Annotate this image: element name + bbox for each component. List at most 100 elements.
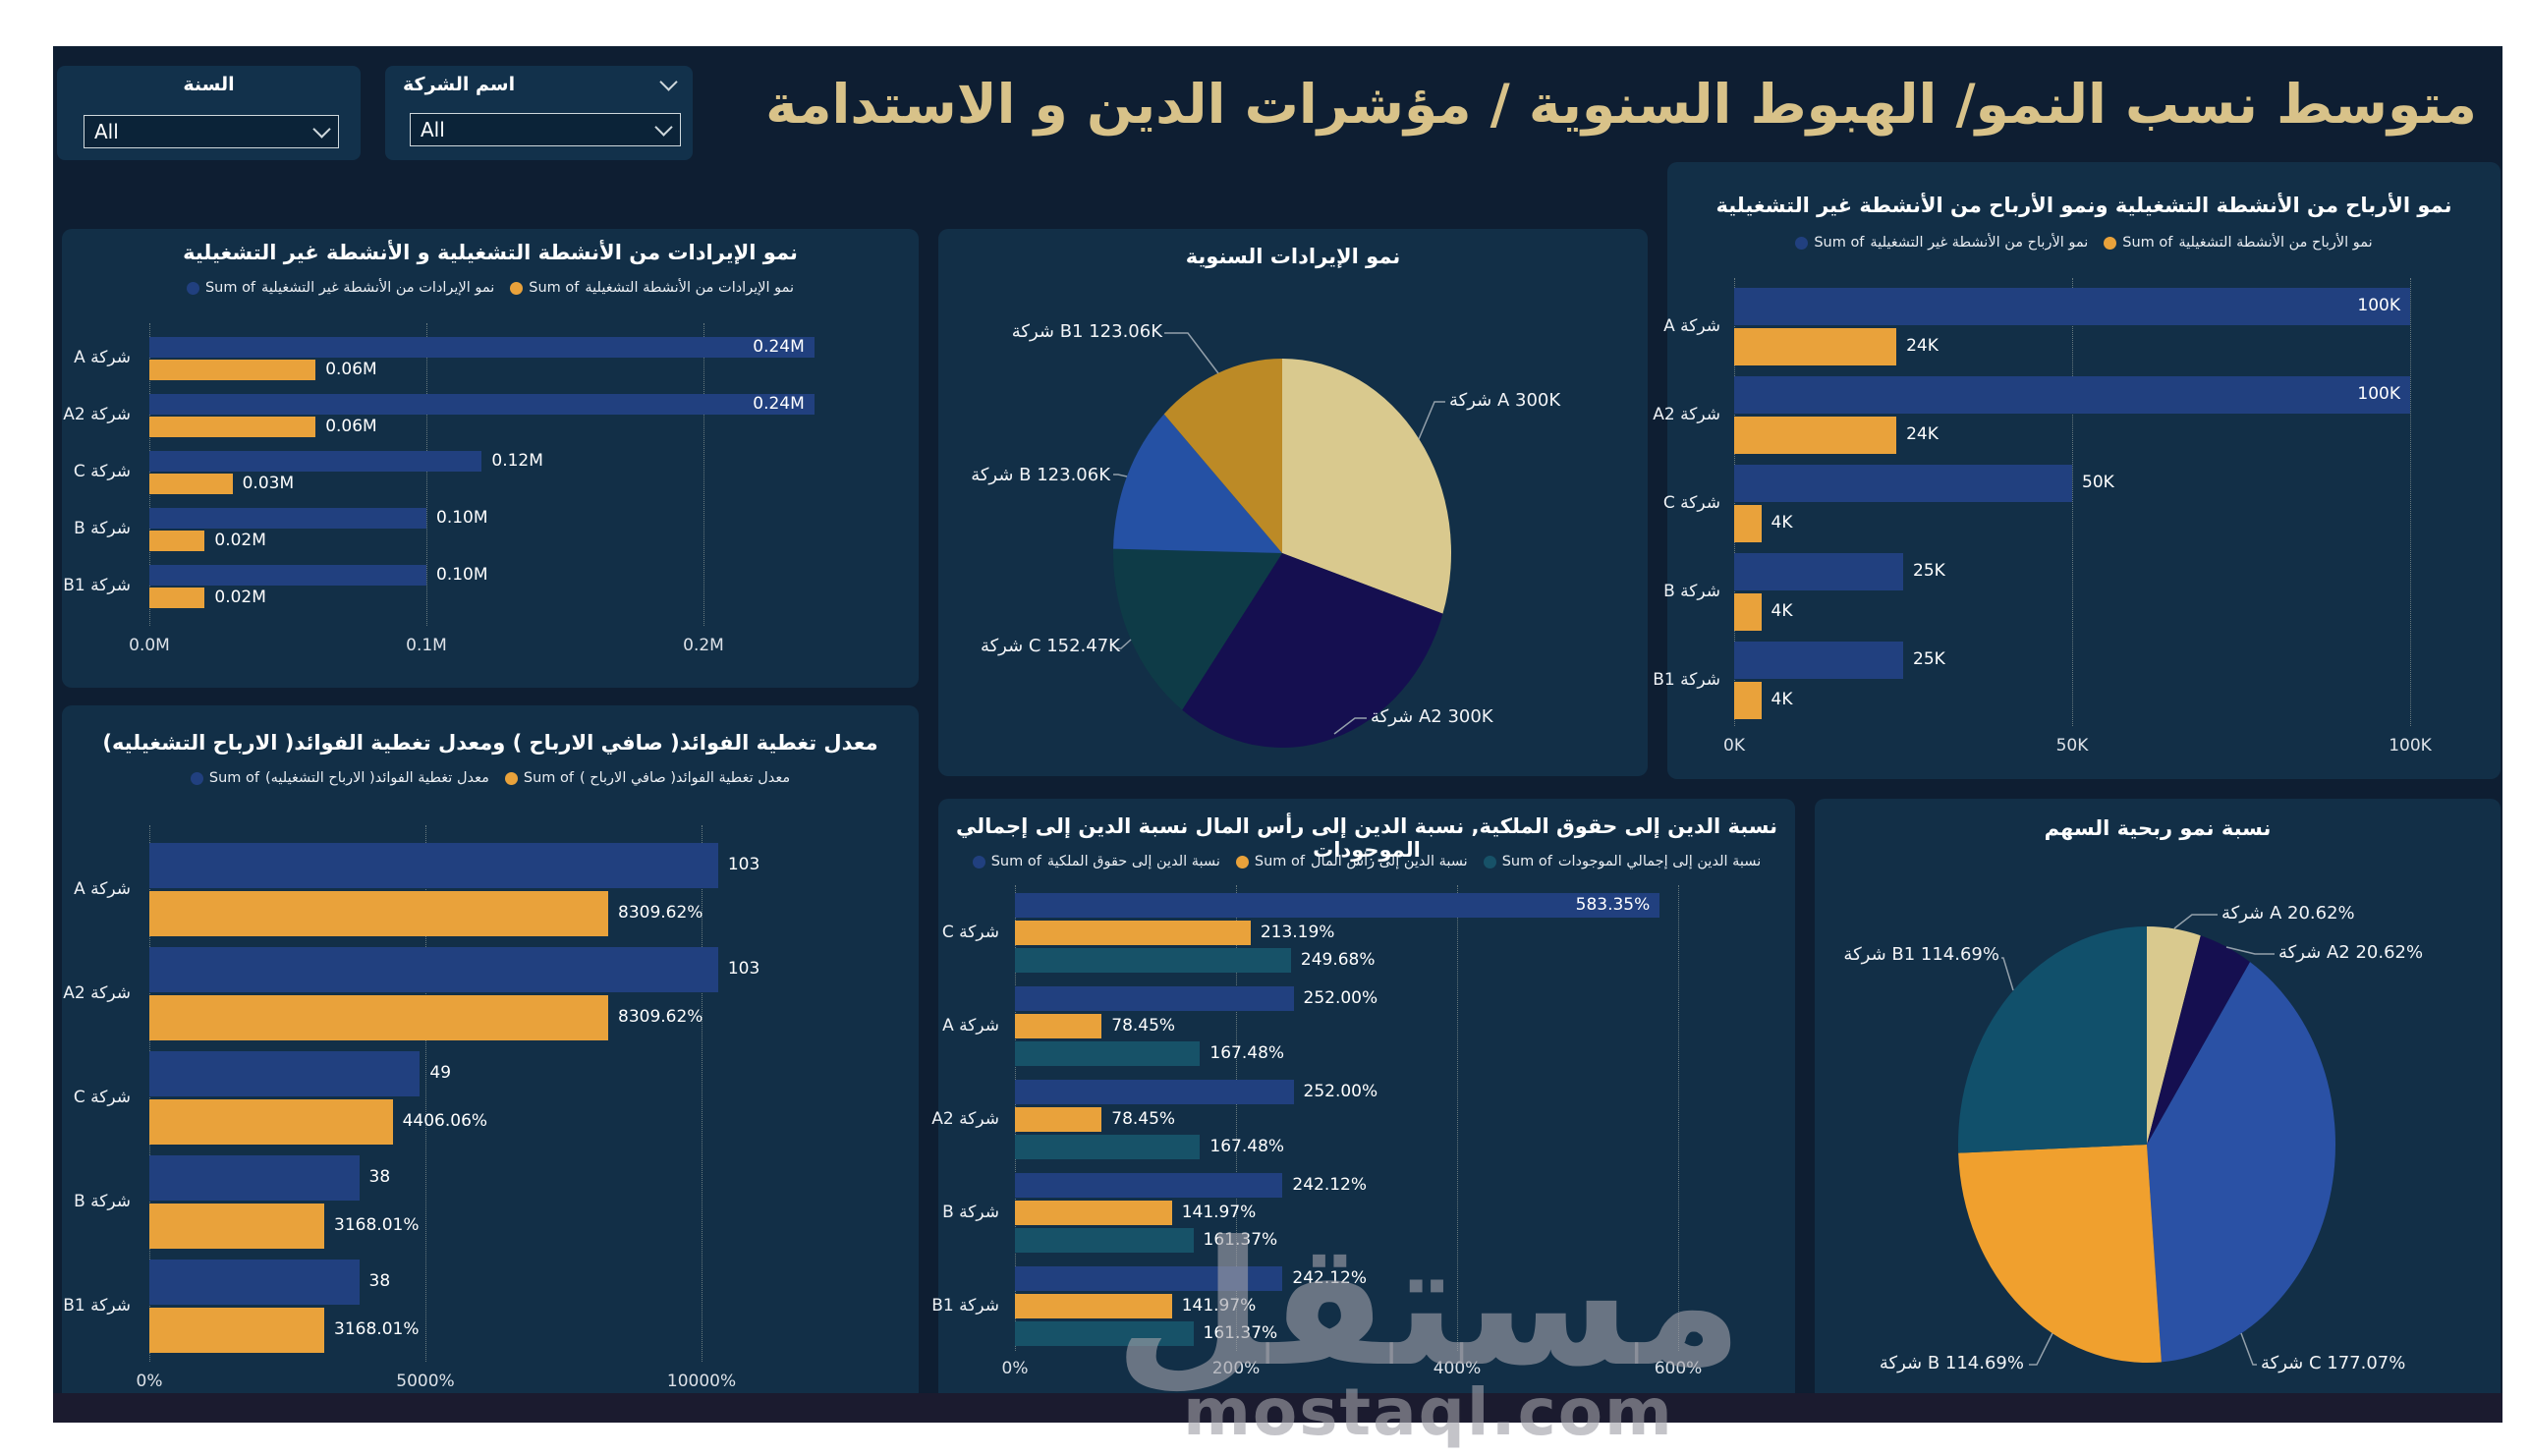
pie-slice[interactable] (1113, 414, 1282, 553)
bar[interactable] (1734, 376, 2410, 414)
legend-label: معدل تغطية الفوائد( صافي الارباح ) (579, 770, 791, 786)
callout-leader-line (2029, 1332, 2053, 1366)
bar[interactable] (149, 565, 426, 586)
bar[interactable] (149, 1204, 325, 1249)
bar-value-label: 0.12M (491, 450, 543, 471)
company-filter-dropdown[interactable]: All (410, 113, 681, 146)
bar[interactable] (1734, 417, 1897, 454)
bar[interactable] (1015, 1080, 1294, 1104)
chart-profit-growth: نمو الأرباح من الأنشطة التشغيلية ونمو ال… (1653, 162, 2501, 779)
bar[interactable] (149, 531, 205, 551)
bar[interactable] (1734, 465, 2072, 502)
bar-value-label: 4406.06% (402, 1111, 488, 1131)
pie-callout-label: شركة B1 114.69% (1843, 944, 1999, 965)
bar[interactable] (1734, 682, 1762, 719)
bar[interactable] (149, 394, 815, 415)
legend-item[interactable]: Sum of نمو الأرباح من الأنشطة غير التشغيل… (1795, 235, 2088, 251)
category-label: شركة A2 (63, 982, 131, 1003)
bar[interactable] (1734, 593, 1762, 631)
x-axis-tick: 0.2M (683, 636, 724, 655)
bar-value-label: 0.10M (436, 564, 488, 585)
legend-item[interactable]: Sum of نسبة الدين إلى رأس المال (1235, 854, 1468, 869)
pie-callout-label: شركة B1 123.06K (1011, 321, 1162, 342)
bar[interactable] (1015, 1228, 1194, 1253)
company-filter-card: اسم الشركة All (385, 66, 693, 160)
bar[interactable] (149, 417, 316, 437)
bar[interactable] (149, 451, 482, 472)
chart-title: نسبة الدين إلى حقوق الملكية, نسبة الدين … (955, 814, 1778, 862)
bar[interactable] (149, 995, 608, 1040)
bar[interactable] (1734, 553, 1903, 590)
legend-swatch-icon (190, 771, 203, 785)
bar[interactable] (1734, 328, 1897, 365)
pie-slice[interactable] (1163, 359, 1282, 553)
year-filter-dropdown[interactable]: All (84, 115, 339, 148)
bar[interactable] (1734, 505, 1762, 542)
chart-title: معدل تغطية الفوائد( صافي الارباح ) ومعدل… (102, 731, 878, 755)
bar-value-label: 24K (1906, 424, 1939, 444)
bar[interactable] (1015, 1294, 1172, 1318)
pie-slice[interactable] (1958, 1145, 2162, 1363)
bar[interactable] (149, 360, 316, 380)
legend-item[interactable]: Sum of معدل تغطية الفوائد( الارباح التشغي… (190, 770, 489, 786)
pie-slice[interactable] (2147, 962, 2335, 1363)
pie-slice[interactable] (1113, 548, 1282, 710)
bar[interactable] (1015, 1014, 1102, 1038)
bar-value-label: 167.48% (1209, 1136, 1285, 1156)
bar[interactable] (149, 474, 233, 494)
legend-item[interactable]: Sum of نمو الإيرادات من الأنشطة غير التشغ… (186, 280, 494, 296)
bar-value-label: 38 (368, 1271, 391, 1291)
bar[interactable] (149, 947, 718, 992)
legend-prefix: Sum of (1814, 235, 1865, 251)
legend-item[interactable]: Sum of نمو الأرباح من الأنشطة التشغيلية (2104, 235, 2373, 251)
bar[interactable] (1734, 288, 2410, 325)
bar[interactable] (149, 1099, 393, 1145)
bar[interactable] (1734, 642, 1903, 679)
dashboard-canvas: متوسط نسب النمو/ الهبوط السنوية / مؤشرات… (53, 46, 2502, 1450)
legend-item[interactable]: Sum of نسبة الدين إلى إجمالي الموجودات (1483, 854, 1761, 869)
bar[interactable] (1015, 1041, 1201, 1066)
bar[interactable] (149, 1051, 421, 1096)
bar-value-label: 78.45% (1111, 1015, 1176, 1036)
bar-value-label: 0.24M (753, 336, 805, 357)
bar-value-label: 0.06M (325, 416, 377, 436)
bar[interactable] (1015, 986, 1294, 1011)
bar[interactable] (1015, 1201, 1172, 1225)
category-label: شركة C (73, 1087, 131, 1107)
bar-value-label: 25K (1913, 561, 1945, 581)
bar[interactable] (1015, 893, 1660, 918)
category-label: شركة B1 (931, 1295, 999, 1316)
bar[interactable] (1015, 1135, 1201, 1159)
legend-item[interactable]: Sum of نسبة الدين إلى حقوق الملكية (972, 854, 1220, 869)
pie-slice[interactable] (1282, 359, 1451, 614)
bar[interactable] (1015, 1266, 1283, 1291)
legend-swatch-icon (504, 771, 518, 785)
pie-slice[interactable] (2147, 935, 2251, 1145)
legend-item[interactable]: Sum of نمو الإيرادات من الأنشطة التشغيلية (510, 280, 794, 296)
bar[interactable] (1015, 1107, 1102, 1132)
bar[interactable] (1015, 921, 1251, 945)
pie-slice[interactable] (1182, 553, 1443, 748)
pie-slice[interactable] (1958, 926, 2147, 1153)
x-axis-tick: 10000% (666, 1372, 737, 1391)
bar[interactable] (1015, 948, 1291, 973)
bar[interactable] (1015, 1173, 1283, 1198)
chevron-down-icon[interactable] (659, 73, 678, 91)
bar[interactable] (149, 337, 815, 358)
pie-slice[interactable] (2147, 926, 2201, 1145)
pie-svg (1958, 914, 2335, 1366)
bar[interactable] (149, 508, 426, 529)
chevron-down-icon (312, 119, 331, 139)
bar[interactable] (149, 843, 718, 888)
legend-item[interactable]: Sum of معدل تغطية الفوائد( صافي الارباح ) (504, 770, 791, 786)
callout-leader-line (1113, 474, 1128, 477)
category-label: شركة B1 (1653, 669, 1720, 690)
bar[interactable] (149, 1155, 360, 1201)
bar[interactable] (149, 1308, 325, 1353)
bar[interactable] (1015, 1321, 1194, 1346)
bar[interactable] (149, 1260, 360, 1305)
x-axis-tick: 0% (1001, 1359, 1029, 1378)
bar[interactable] (149, 588, 205, 608)
bar-value-label: 0.10M (436, 507, 488, 528)
bar[interactable] (149, 891, 608, 936)
